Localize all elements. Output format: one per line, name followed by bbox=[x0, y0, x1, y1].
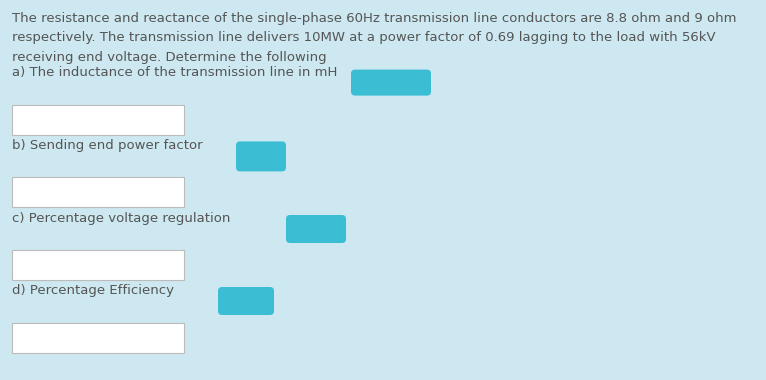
FancyBboxPatch shape bbox=[12, 177, 184, 207]
Text: a) The inductance of the transmission line in mH: a) The inductance of the transmission li… bbox=[12, 66, 337, 79]
FancyBboxPatch shape bbox=[351, 70, 431, 96]
FancyBboxPatch shape bbox=[12, 323, 184, 353]
FancyBboxPatch shape bbox=[218, 287, 274, 315]
FancyBboxPatch shape bbox=[236, 141, 286, 171]
Text: d) Percentage Efficiency: d) Percentage Efficiency bbox=[12, 284, 174, 297]
FancyBboxPatch shape bbox=[12, 250, 184, 280]
Text: b) Sending end power factor: b) Sending end power factor bbox=[12, 139, 203, 152]
Text: respectively. The transmission line delivers 10MW at a power factor of 0.69 lagg: respectively. The transmission line deli… bbox=[12, 32, 715, 44]
Text: receiving end voltage. Determine the following: receiving end voltage. Determine the fol… bbox=[12, 51, 326, 64]
Text: The resistance and reactance of the single-phase 60Hz transmission line conducto: The resistance and reactance of the sing… bbox=[12, 12, 736, 25]
FancyBboxPatch shape bbox=[12, 105, 184, 135]
Text: c) Percentage voltage regulation: c) Percentage voltage regulation bbox=[12, 212, 231, 225]
FancyBboxPatch shape bbox=[286, 215, 346, 243]
